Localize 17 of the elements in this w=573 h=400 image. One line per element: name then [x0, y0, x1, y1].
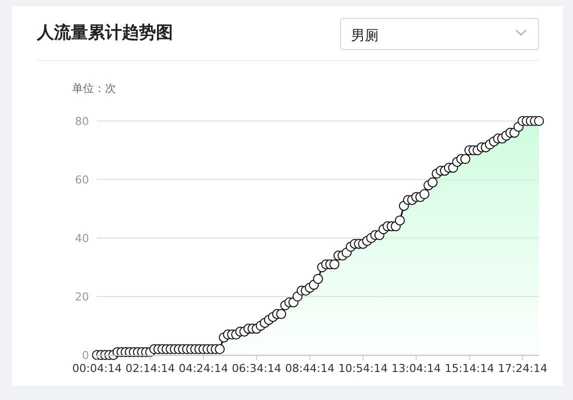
- x-tick-label: 15:14:14: [444, 362, 494, 375]
- x-tick-label: 04:24:14: [178, 362, 228, 375]
- x-tick-label: 00:04:14: [72, 362, 122, 375]
- x-tick-label: 13:04:14: [392, 362, 441, 375]
- y-tick-label: 40: [75, 232, 89, 245]
- y-tick-label: 80: [75, 114, 89, 128]
- y-tick-label: 20: [75, 290, 89, 304]
- x-tick-label: 10:54:14: [338, 362, 388, 375]
- x-tick-label: 06:34:14: [232, 362, 282, 375]
- x-tick-label: 17:24:14: [498, 362, 548, 375]
- y-tick-label: 0: [82, 348, 89, 362]
- x-tick-label: 02:14:14: [126, 362, 175, 375]
- x-tick-label: 08:44:14: [285, 362, 335, 375]
- y-tick-label: 60: [75, 173, 89, 186]
- chart-subtitle: 男厕: [351, 28, 379, 44]
- y-axis-title: 单位：次: [72, 82, 116, 95]
- chart-title: 人流量累计趋势图: [36, 23, 173, 43]
